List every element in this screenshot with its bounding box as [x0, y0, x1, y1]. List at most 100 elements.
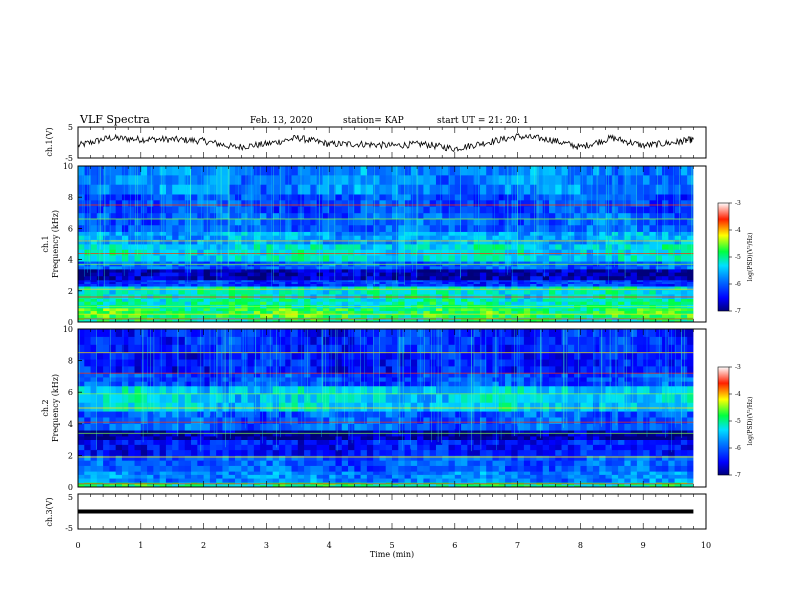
spectrogram-cell: [567, 276, 575, 281]
spectrogram-cell: [530, 298, 537, 303]
spectrogram-cell: [322, 239, 330, 245]
spectrogram-cell: [178, 255, 186, 262]
spectrogram-ytick-label: 8: [68, 193, 73, 202]
spectrogram-cell: [235, 311, 242, 315]
spectrogram-cell: [78, 239, 85, 245]
spectrogram-cell: [216, 244, 223, 251]
spectrogram-cell: [241, 184, 248, 195]
spectrogram-cell: [398, 478, 405, 483]
spectrogram-cell: [473, 206, 481, 214]
spectrogram-cell: [366, 311, 374, 315]
spectrogram-cell: [209, 482, 217, 485]
spectrogram-cell: [216, 439, 223, 446]
spectrogram-cell: [643, 255, 650, 262]
spectrogram-cell: [128, 444, 135, 451]
spectrogram-cell: [90, 263, 98, 267]
spectrogram-cell: [618, 200, 625, 207]
spectrogram-cell: [448, 194, 456, 201]
spectrogram-cell: [542, 439, 550, 446]
spectrogram-cell: [486, 194, 493, 201]
spectrogram-cell: [115, 307, 123, 312]
spectrogram-cell: [153, 249, 161, 256]
spectrogram-cell: [310, 268, 318, 273]
spectrogram-cell: [147, 200, 154, 207]
spectrogram-cell: [523, 194, 531, 201]
spectrogram-cell: [266, 298, 274, 303]
spectrogram-cell: [580, 239, 588, 245]
spectrogram-cell: [329, 450, 336, 456]
spectrogram-cell: [668, 194, 675, 201]
spectrogram-cell: [636, 430, 644, 434]
spectrogram-cell: [316, 439, 324, 446]
spectrogram-cell: [209, 460, 217, 467]
spectrogram-cell: [278, 166, 286, 176]
spectrogram-cell: [599, 455, 606, 462]
spectrogram-cell: [184, 261, 192, 265]
spectrogram-cell: [354, 194, 361, 201]
spectrogram-cell: [611, 239, 619, 245]
spectrogram-cell: [197, 298, 204, 303]
spectrogram-cell: [360, 244, 368, 251]
spectrogram-cell: [310, 444, 318, 451]
spectrogram-cell: [354, 255, 361, 262]
spectrogram-cell: [530, 314, 537, 318]
spectrogram-cell: [121, 206, 129, 214]
spectrogram-cell: [373, 474, 380, 479]
spectrogram-cell: [630, 255, 638, 262]
spectrogram-cell: [687, 239, 694, 245]
spectrogram-cell: [96, 450, 104, 456]
spectrogram-cell: [435, 318, 443, 321]
spectrogram-cell: [109, 482, 117, 485]
spectrogram-cell: [316, 255, 324, 262]
spectrogram-cell: [674, 444, 682, 451]
spectrogram-cell: [592, 272, 600, 277]
spectrogram-cell: [454, 263, 462, 267]
spectrogram-cell: [140, 276, 148, 281]
spectrogram-cell: [461, 279, 468, 283]
spectrogram-cell: [536, 200, 544, 207]
spectrogram-cell: [580, 320, 588, 323]
spectrogram-cell: [523, 483, 531, 486]
spectrogram-cell: [165, 301, 173, 306]
spectrogram-cell: [121, 474, 129, 479]
spectrogram-cell: [580, 286, 588, 291]
spectrogram-cell: [147, 194, 154, 201]
spectrogram-cell: [216, 311, 223, 315]
spectrogram-cell: [448, 430, 456, 434]
spectrogram-cell: [128, 244, 135, 251]
spectrogram-cell: [253, 231, 261, 237]
spectrogram-cell: [454, 314, 462, 318]
figure-title: VLF Spectra: [79, 113, 150, 126]
spectrogram-cell: [618, 318, 625, 321]
spectrogram-cell: [197, 474, 204, 479]
spectrogram-cell: [266, 225, 274, 232]
spectrogram-cell: [103, 249, 110, 256]
spectrogram-cell: [454, 200, 462, 207]
spectrogram-cell: [360, 219, 368, 226]
spectrogram-cell: [473, 482, 481, 485]
spectrogram-cell: [304, 482, 311, 485]
spectrogram-cell: [341, 244, 349, 251]
spectrogram-cell: [467, 455, 475, 462]
spectrogram-cell: [84, 166, 91, 176]
spectrogram-cell: [448, 444, 456, 451]
spectrogram-cell: [310, 460, 318, 467]
spectrogram-cell: [574, 194, 581, 201]
spectrogram-cell: [90, 301, 98, 306]
spectrogram-cell: [687, 301, 694, 306]
spectrogram-cell: [90, 465, 98, 472]
spectrogram-cell: [140, 430, 148, 434]
spectrogram-cell: [209, 239, 217, 245]
spectrogram-cell: [542, 272, 550, 277]
spectrogram-cell: [297, 268, 305, 273]
spectrogram-cell: [442, 244, 449, 251]
spectrogram-cell: [392, 311, 399, 315]
spectrogram-cell: [134, 320, 142, 323]
spectrogram-cell: [90, 439, 98, 446]
spectrogram-cell: [586, 219, 594, 226]
spectrogram-cell: [442, 266, 449, 270]
spectrogram-cell: [461, 281, 468, 285]
spectrogram-cell: [96, 307, 104, 312]
spectrogram-cell: [128, 194, 135, 201]
spectrogram-cell: [574, 184, 581, 195]
